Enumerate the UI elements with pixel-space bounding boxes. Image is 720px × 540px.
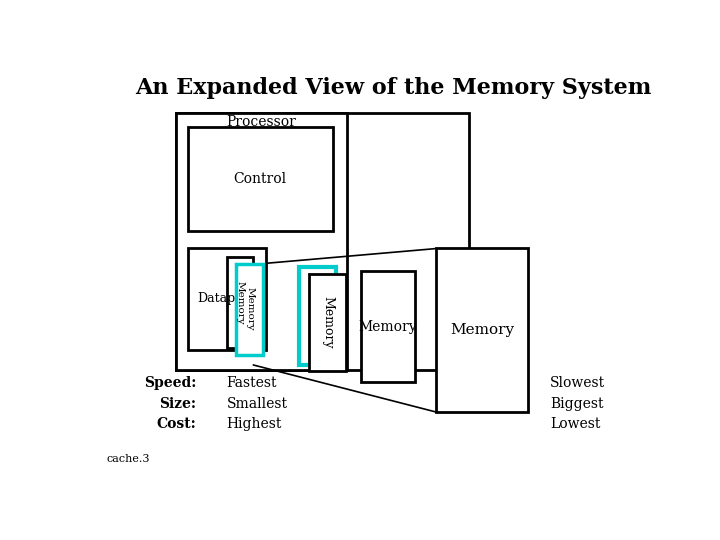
Bar	[310, 274, 346, 371]
Text: Fastest: Fastest	[227, 376, 277, 390]
Text: Lowest: Lowest	[550, 417, 600, 431]
Text: cache.3: cache.3	[107, 454, 150, 464]
Text: Smallest: Smallest	[227, 397, 288, 411]
Text: An Expanded View of the Memory System: An Expanded View of the Memory System	[135, 77, 651, 99]
Text: Datapath: Datapath	[197, 292, 256, 305]
Bar	[300, 267, 336, 365]
Text: Size:: Size:	[159, 397, 196, 411]
Text: Memory: Memory	[321, 296, 334, 349]
Text: Slowest: Slowest	[550, 376, 606, 390]
Bar	[176, 113, 469, 370]
Bar	[188, 127, 333, 231]
Text: Biggest: Biggest	[550, 397, 604, 411]
Text: Memory: Memory	[245, 287, 254, 331]
Text: Memory: Memory	[450, 323, 514, 337]
Bar	[436, 248, 528, 412]
Bar	[236, 264, 263, 355]
Text: Speed:: Speed:	[144, 376, 196, 390]
Text: Highest: Highest	[227, 417, 282, 431]
Text: Control: Control	[233, 172, 287, 186]
Bar	[176, 113, 346, 370]
Bar	[227, 257, 253, 348]
Text: Memory: Memory	[359, 320, 418, 334]
Bar	[188, 248, 266, 349]
Text: Cost:: Cost:	[156, 417, 196, 431]
Text: Processor: Processor	[227, 114, 297, 129]
Text: Memory: Memory	[235, 281, 245, 325]
Bar	[361, 272, 415, 382]
